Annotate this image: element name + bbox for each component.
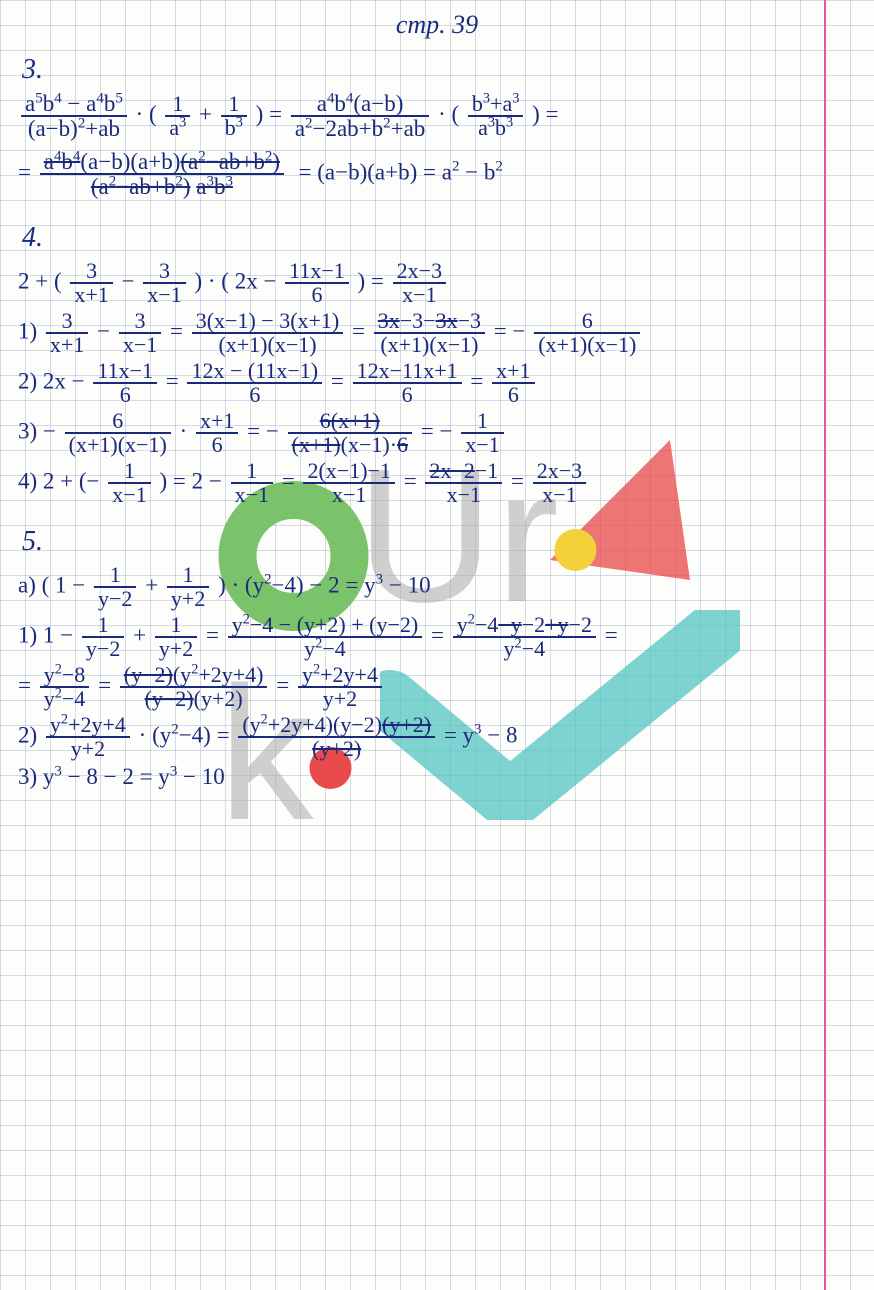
step-label: 2): [18, 722, 37, 747]
p3-line1: a5b4 − a4b5(a−b)2+ab · ( 1a3 + 1b3 ) = a…: [18, 92, 856, 140]
step-label: 3): [18, 764, 37, 789]
step-label: 1): [18, 622, 37, 647]
p4-step1: 1) 3x+1 − 3x−1 = 3(x−1) − 3(x+1)(x+1)(x−…: [18, 310, 856, 356]
p4-step3: 3) − 6(x+1)(x−1) · x+16 = − 6(x+1)(x+1)(…: [18, 410, 856, 456]
page-title: стр. 39: [18, 10, 856, 40]
p5a-step1b: = y2−8y2−4 = (y−2)(y2+2y+4)(y−2)(y+2) = …: [18, 664, 856, 710]
problem-number: 5.: [22, 526, 856, 558]
step-label: 4): [18, 468, 37, 493]
step-label: 2): [18, 368, 37, 393]
p4-step2: 2) 2x − 11x−16 = 12x − (11x−1)6 = 12x−11…: [18, 360, 856, 406]
p5a-step3: 3) y3 − 8 − 2 = y3 − 10: [18, 764, 856, 790]
problem-number: 3.: [22, 54, 856, 86]
p4-statement: 2 + ( 3x+1 − 3x−1 ) · ( 2x − 11x−16 ) = …: [18, 260, 856, 306]
step-label: 3): [18, 418, 37, 443]
step-label: 1): [18, 318, 37, 343]
page-content: стр. 39 3. a5b4 − a4b5(a−b)2+ab · ( 1a3 …: [0, 0, 874, 1290]
p5a-step1: 1) 1 − 1y−2 + 1y+2 = y2−4 − (y+2) + (y−2…: [18, 614, 856, 660]
problem-number: 4.: [22, 222, 856, 254]
p4-step4: 4) 2 + (− 1x−1 ) = 2 − 1x−1 = 2(x−1)−1x−…: [18, 460, 856, 506]
p5a-step2: 2) y2+2y+4y+2 · (y2−4) = (y2+2y+4)(y−2)(…: [18, 714, 856, 760]
p5a-statement: a) ( 1 − 1y−2 + 1y+2 ) · (y2−4) − 2 = y3…: [18, 564, 856, 610]
part-label: a): [18, 572, 36, 597]
p3-line2: = a4b4(a−b)(a+b)(a2−ab+b2) (a2−ab+b2) a3…: [18, 150, 856, 198]
